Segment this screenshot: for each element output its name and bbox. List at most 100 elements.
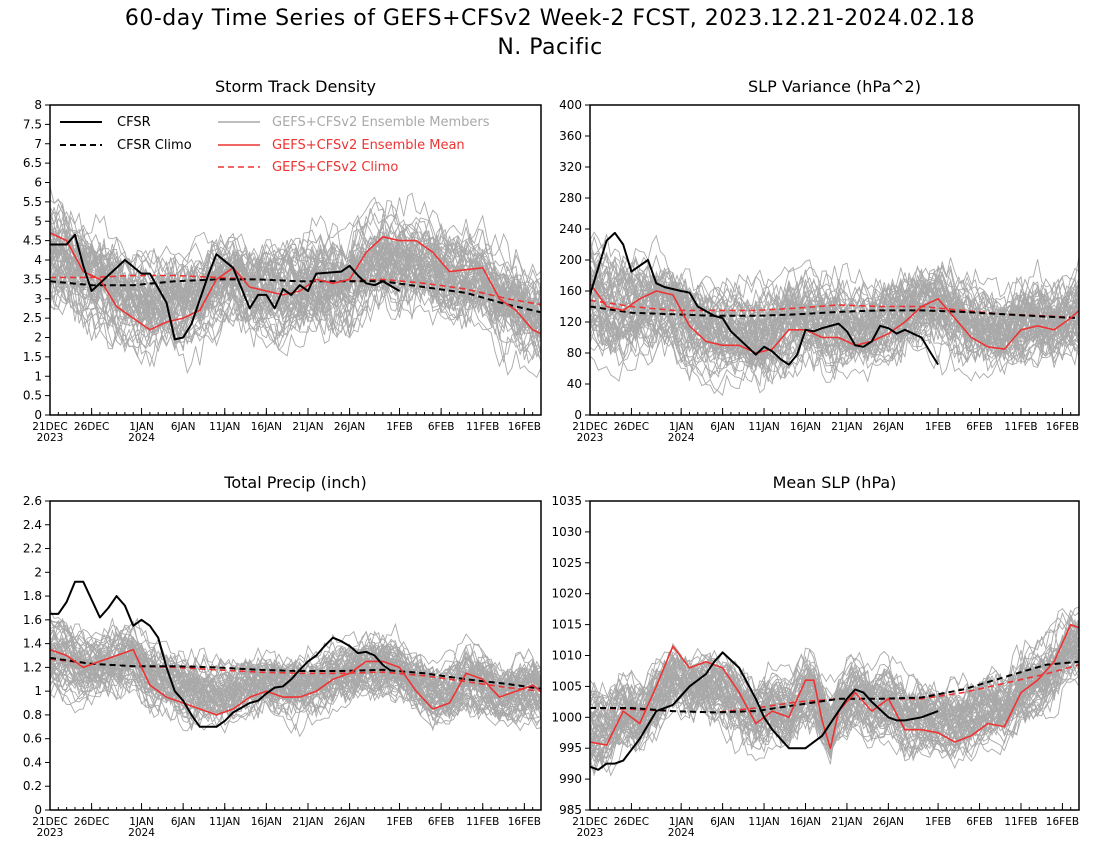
- ensemble-member-line: [50, 227, 541, 337]
- series-gefs-cfsv2-ensemble-mean-line: [50, 648, 541, 716]
- x-tick-sublabel: 2023: [37, 432, 64, 444]
- x-tick-label: 1FEB: [386, 816, 413, 828]
- x-tick-label: 26DEC: [614, 421, 649, 433]
- plot-frame: [49, 500, 542, 811]
- ensemble-member-line: [590, 635, 1079, 760]
- x-tick-label: 26JAN: [873, 816, 904, 828]
- y-tick-label: 8: [34, 98, 42, 112]
- legend-label-mean: GEFS+CFSv2 Ensemble Mean: [272, 138, 465, 153]
- legend: CFSR CFSR Climo GEFS+CFSv2 Ensemble Member…: [60, 115, 490, 175]
- x-tick-label: 1FEB: [925, 421, 952, 433]
- ensemble-member-line: [50, 644, 541, 732]
- y-tick-label: 3.5: [23, 272, 42, 286]
- x-tick-sublabel: 2023: [577, 432, 604, 444]
- x-tick-label: 16FEB: [1046, 816, 1079, 828]
- ensemble-member-line: [590, 640, 1079, 759]
- y-tick-label: 1.2: [23, 660, 42, 674]
- series-gefs-cfsv2-ensemble-mean-line: [590, 623, 1079, 750]
- ensemble-member-line: [590, 284, 1079, 369]
- chart-plot-area: [50, 186, 541, 379]
- x-tick-label: 26JAN: [334, 816, 365, 828]
- plot-frame: [589, 500, 1080, 811]
- x-tick-label: 16JAN: [790, 816, 821, 828]
- chart-panel-2: SLP Variance (hPa^2) 0 40 80 120 160 200 240 280…: [559, 77, 1080, 444]
- y-tick-label: 0.5: [23, 389, 42, 403]
- x-tick-sublabel: 2023: [37, 827, 64, 839]
- legend-label-cfsr: CFSR: [117, 115, 151, 130]
- x-tick-label: 1JAN: [129, 421, 154, 433]
- y-tick-label: 0.6: [23, 732, 42, 746]
- ensemble-member-line: [50, 637, 541, 720]
- y-axis: 985 990 995 1000 1005 1010 1015 1020 1025 1030 103…: [551, 494, 590, 817]
- series-cfsr-line: [50, 233, 401, 341]
- y-axis: 0 40 80 120 160 200 240 280 320 360 400: [559, 98, 590, 422]
- ensemble-member-line: [50, 631, 541, 705]
- x-tick-sublabel: 2024: [128, 827, 155, 839]
- x-tick-label: 11JAN: [748, 421, 779, 433]
- y-axis: 0 0.5 1 1.5 2 2.5 3 3.5 4 4.5 5 5.5 6 6.5 7 7.5 8: [23, 98, 50, 422]
- y-tick-label: 40: [567, 377, 582, 391]
- x-tick-label: 21JAN: [292, 421, 323, 433]
- ensemble-member-line: [50, 223, 541, 356]
- x-tick-label: 11FEB: [1004, 816, 1037, 828]
- x-tick-label: 21JAN: [831, 816, 862, 828]
- ensemble-member-line: [590, 286, 1079, 370]
- figure-title-line1: 60-day Time Series of GEFS+CFSv2 Week-2 …: [124, 6, 976, 31]
- y-tick-label: 1030: [551, 525, 582, 539]
- y-tick-label: 995: [559, 741, 582, 755]
- y-tick-label: 2.4: [23, 518, 42, 532]
- ensemble-member-line: [50, 642, 541, 729]
- y-tick-label: 320: [559, 160, 582, 174]
- y-tick-label: 985: [559, 803, 582, 817]
- series-gefs-cfsv2-climo-line: [50, 274, 541, 306]
- y-tick-label: 1.6: [23, 613, 42, 627]
- panel-title: Storm Track Density: [215, 77, 376, 96]
- y-tick-label: 1015: [551, 618, 582, 632]
- x-tick-label: 6FEB: [966, 421, 993, 433]
- x-tick-label: 11FEB: [1004, 421, 1037, 433]
- x-tick-label: 26JAN: [334, 421, 365, 433]
- ensemble-member-line: [590, 276, 1079, 395]
- x-tick-label: 11FEB: [466, 816, 499, 828]
- series-cfsr-climo-line: [50, 278, 541, 314]
- x-tick-label: 26DEC: [74, 421, 109, 433]
- y-tick-label: 0: [34, 803, 42, 817]
- y-tick-label: 1: [34, 369, 42, 383]
- x-tick-label: 16JAN: [251, 421, 282, 433]
- y-tick-label: 4.5: [23, 234, 42, 248]
- x-tick-label: 21DEC: [572, 816, 607, 828]
- y-tick-label: 120: [559, 315, 582, 329]
- y-tick-label: 5: [34, 214, 42, 228]
- y-tick-label: 0.4: [23, 755, 42, 769]
- ensemble-member-line: [50, 239, 541, 365]
- ensemble-member-line: [50, 230, 541, 346]
- x-tick-label: 6JAN: [710, 816, 735, 828]
- x-tick-label: 1JAN: [669, 816, 694, 828]
- chart-plot-area: [50, 580, 541, 738]
- x-tick-label: 6FEB: [966, 816, 993, 828]
- y-tick-label: 2.2: [23, 542, 42, 556]
- y-tick-label: 1005: [551, 679, 582, 693]
- y-tick-label: 1.4: [23, 637, 42, 651]
- y-tick-label: 1020: [551, 587, 582, 601]
- legend-label-members: GEFS+CFSv2 Ensemble Members: [272, 115, 490, 130]
- ensemble-member-line: [590, 277, 1079, 378]
- chart-plot-area: [590, 606, 1079, 777]
- y-tick-label: 240: [559, 222, 582, 236]
- y-tick-label: 2.6: [23, 494, 42, 508]
- x-tick-label: 26DEC: [74, 816, 109, 828]
- y-tick-label: 1: [34, 684, 42, 698]
- ensemble-member-line: [50, 200, 541, 324]
- legend-label-climo: GEFS+CFSv2 Climo: [272, 160, 398, 175]
- x-tick-sublabel: 2023: [577, 827, 604, 839]
- y-tick-label: 7: [34, 137, 42, 151]
- y-axis: 0 0.2 0.4 0.6 0.8 1 1.2 1.4 1.6 1.8 2 2.2 2.4 2.6: [23, 494, 50, 817]
- ensemble-member-line: [590, 609, 1079, 749]
- ensemble-member-line: [590, 234, 1079, 364]
- y-tick-label: 1.5: [23, 350, 42, 364]
- y-tick-label: 0: [574, 408, 582, 422]
